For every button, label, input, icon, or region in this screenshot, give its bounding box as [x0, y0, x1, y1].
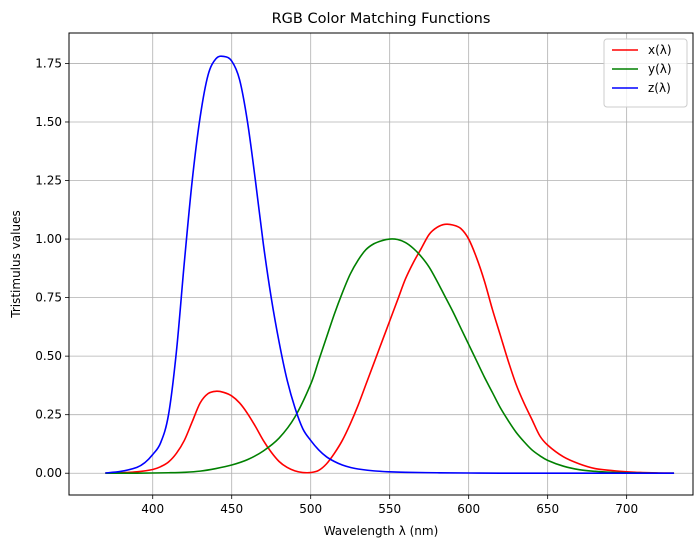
series-line-1 [105, 223, 675, 475]
chart-title: RGB Color Matching Functions [272, 11, 491, 27]
y-axis: 0.00 0.25 0.50 0.75 1.00 1.25 1.50 1.75 [35, 56, 69, 480]
legend-box [603, 38, 688, 108]
plot-area [105, 55, 675, 475]
x-tick-label: 650 [536, 502, 559, 516]
series-line-3 [105, 55, 675, 475]
y-tick-label: 1.75 [35, 56, 62, 70]
x-axis: 400 450 500 550 600 650 700 [141, 495, 638, 516]
y-tick-label: 0.75 [35, 291, 62, 305]
legend-label: x(λ) [648, 43, 672, 57]
x-tick-label: 600 [457, 502, 480, 516]
series-line-2 [105, 238, 675, 475]
legend-label: z(λ) [648, 81, 671, 95]
x-axis-label: Wavelength λ (nm) [324, 524, 439, 538]
legend-label: y(λ) [648, 62, 672, 76]
y-axis-label: Tristimulus values [9, 210, 23, 318]
y-tick-label: 0.00 [35, 466, 62, 480]
x-tick-label: 550 [378, 502, 401, 516]
plot-frame [68, 32, 694, 496]
y-tick-label: 1.50 [35, 115, 62, 129]
y-tick-label: 1.25 [35, 174, 62, 188]
series-layer [105, 55, 675, 475]
x-tick-label: 450 [220, 502, 243, 516]
x-tick-label: 500 [299, 502, 322, 516]
x-tick-label: 700 [615, 502, 638, 516]
y-tick-label: 1.00 [35, 232, 62, 246]
x-tick-label: 400 [141, 502, 164, 516]
legend: x(λ) y(λ) z(λ) [603, 38, 688, 108]
y-tick-label: 0.25 [35, 408, 62, 422]
y-tick-label: 0.50 [35, 349, 62, 363]
